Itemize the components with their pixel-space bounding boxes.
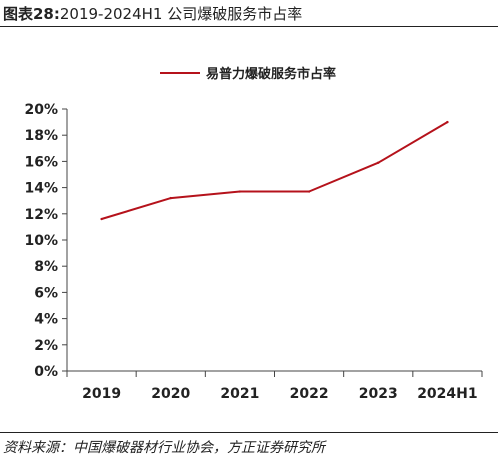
data-point bbox=[238, 190, 242, 193]
series-line bbox=[101, 121, 448, 220]
bottom-divider bbox=[0, 432, 498, 433]
data-point bbox=[100, 217, 103, 221]
y-tick-label: 10% bbox=[24, 233, 58, 249]
data-point bbox=[446, 120, 449, 124]
y-tick-label: 14% bbox=[24, 181, 58, 197]
x-tick-label: 2021 bbox=[220, 386, 259, 402]
y-tick-label: 16% bbox=[24, 154, 58, 170]
y-tick-label: 2% bbox=[34, 338, 58, 354]
figure-title-text: 2019-2024H1 公司爆破服务市占率 bbox=[59, 5, 303, 23]
source-note: 资料来源：中国爆破器材行业协会，方正证券研究所 bbox=[3, 440, 325, 456]
figure-title: 图表28:2019-2024H1 公司爆破服务市占率 bbox=[3, 3, 302, 24]
y-tick-label: 4% bbox=[34, 312, 58, 328]
line-chart: 0% 2% 4% 6% 8% 10% 12% 14% 16% 18% 20% 2019 2020 2021… bbox=[24, 66, 483, 402]
y-tick-label: 8% bbox=[34, 259, 58, 275]
data-point bbox=[169, 196, 172, 200]
x-tick-label: 2022 bbox=[290, 386, 329, 402]
x-tick-label: 2020 bbox=[151, 386, 190, 402]
y-tick-label: 18% bbox=[24, 128, 58, 144]
x-tick-label: 2024H1 bbox=[417, 386, 477, 402]
y-tick-label: 0% bbox=[34, 364, 58, 380]
figure-header: 图表28:2019-2024H1 公司爆破服务市占率 bbox=[0, 0, 498, 27]
y-tick-label: 12% bbox=[24, 207, 58, 223]
data-point bbox=[307, 190, 311, 193]
figure-label: 图表28: bbox=[3, 5, 60, 23]
x-tick-label: 2023 bbox=[359, 386, 398, 402]
legend-label: 易普力爆破服务市占率 bbox=[206, 66, 336, 82]
data-point bbox=[377, 161, 380, 164]
x-tick-label: 2019 bbox=[82, 386, 121, 402]
y-tick-label: 6% bbox=[34, 285, 58, 301]
y-tick-label: 20% bbox=[24, 102, 58, 118]
